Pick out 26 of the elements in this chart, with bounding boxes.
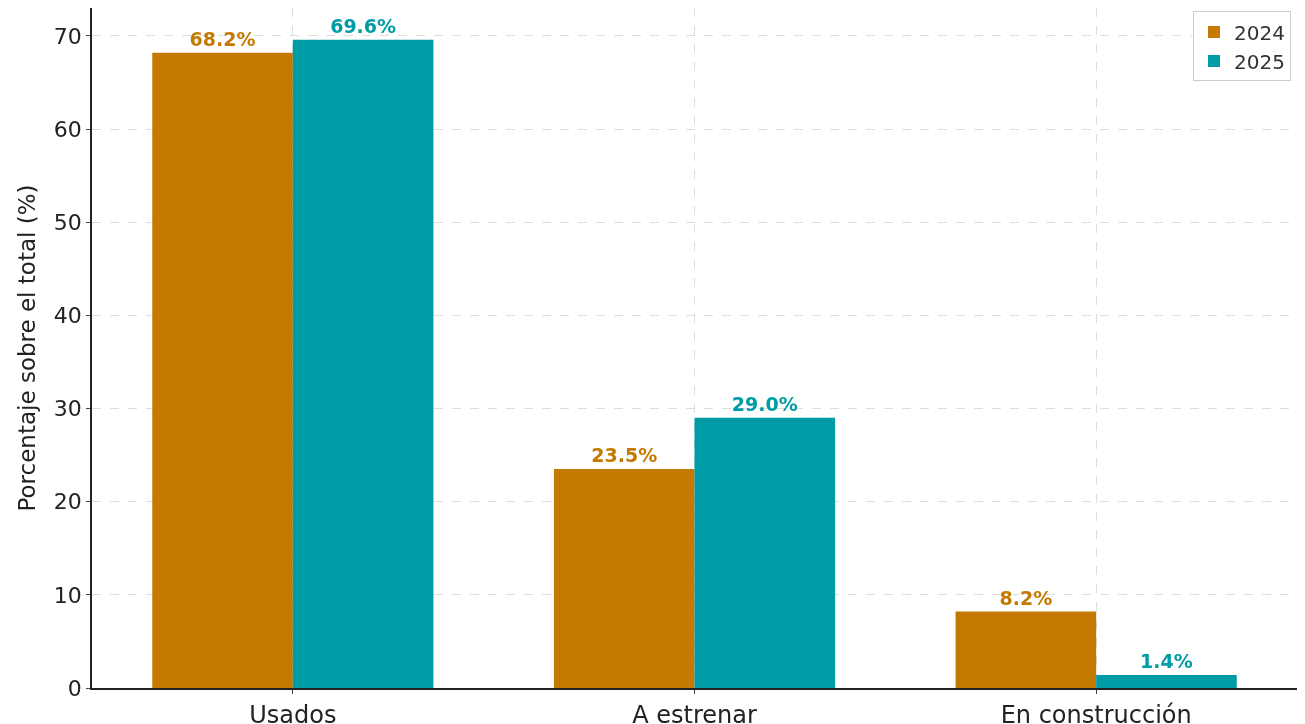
y-tick-label: 60	[53, 116, 82, 142]
y-axis-title: Porcentaje sobre el total (%)	[13, 184, 40, 512]
y-tick-label: 10	[53, 582, 82, 608]
x-tick-label: Usados	[249, 700, 337, 724]
data-label: 69.6%	[330, 14, 397, 37]
x-tick-label: En construcción	[1000, 700, 1192, 724]
y-tick-label: 70	[53, 23, 82, 49]
data-label: 68.2%	[189, 27, 256, 50]
x-tick-label: A estrenar	[632, 700, 757, 724]
legend-label: 2024	[1233, 20, 1285, 45]
data-label: 23.5%	[591, 444, 658, 467]
bar	[1096, 674, 1237, 688]
y-tick-label: 20	[53, 489, 82, 515]
bar	[292, 39, 434, 688]
data-label: 1.4%	[1140, 649, 1193, 672]
bar	[553, 469, 695, 688]
y-tick-label: 50	[53, 209, 82, 235]
legend-label: 2025	[1233, 49, 1285, 74]
y-tick-label: 0	[67, 675, 82, 701]
bar	[694, 417, 836, 688]
y-tick-label: 30	[53, 396, 82, 422]
data-label: 8.2%	[999, 586, 1053, 609]
bar	[955, 611, 1097, 688]
bar	[152, 52, 293, 688]
data-label: 29.0%	[731, 392, 798, 415]
y-tick-label: 40	[53, 303, 82, 329]
